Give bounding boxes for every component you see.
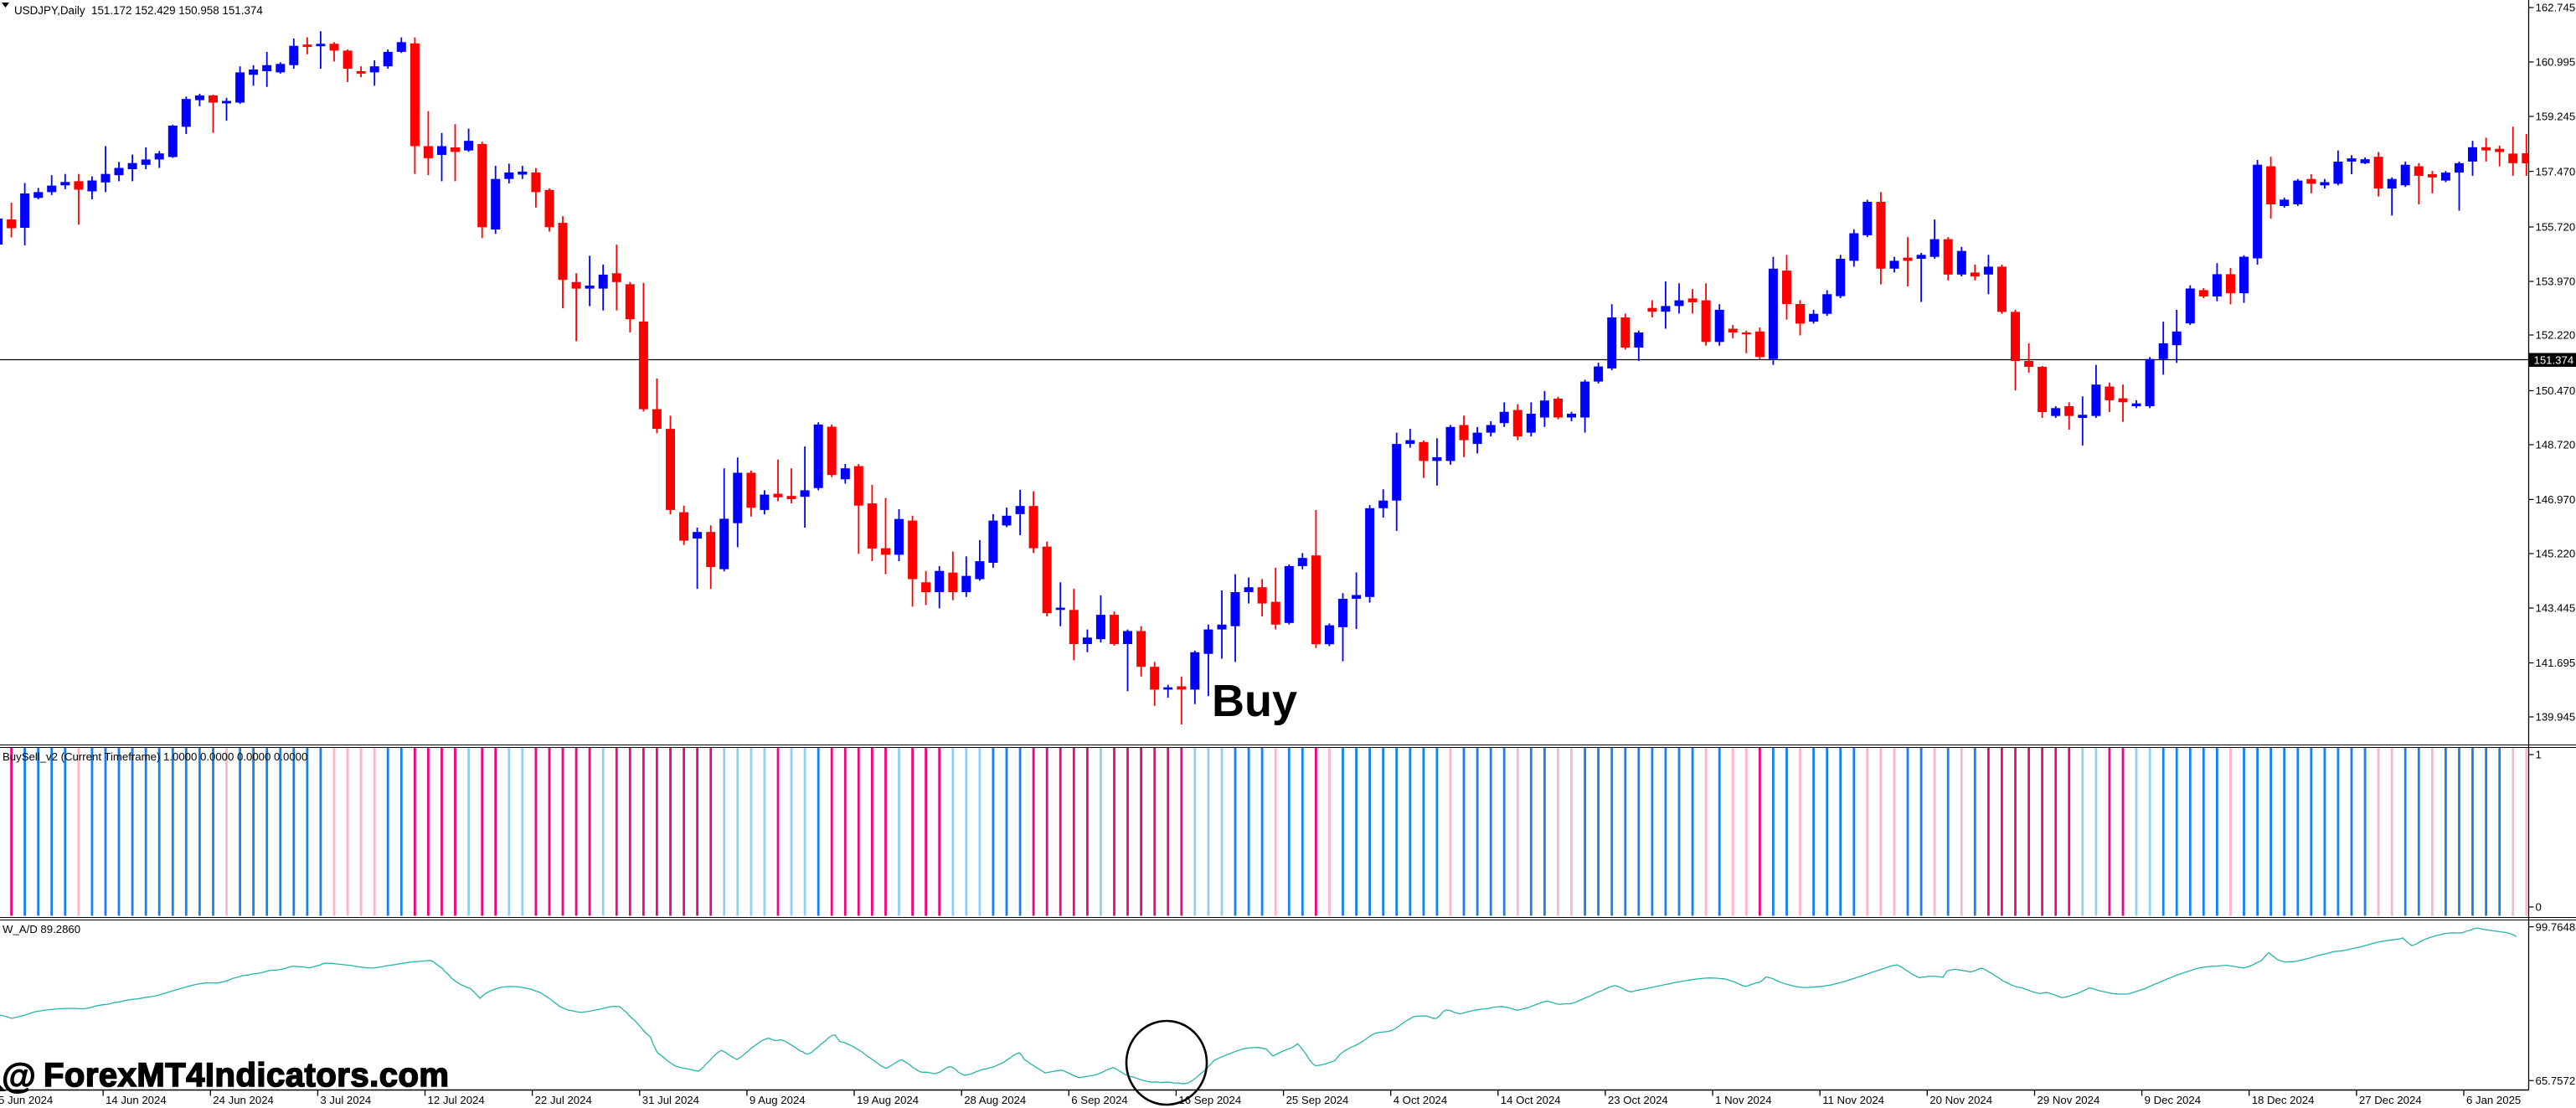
svg-text:19 Aug 2024: 19 Aug 2024 [857,1094,919,1106]
svg-text:143.445: 143.445 [2536,602,2576,615]
svg-text:14 Jun 2024: 14 Jun 2024 [106,1094,167,1106]
svg-text:9 Dec 2024: 9 Dec 2024 [2145,1094,2201,1106]
svg-text:5 Jun 2024: 5 Jun 2024 [0,1094,53,1106]
svg-text:ForexMT4Indicators.com: ForexMT4Indicators.com [44,1057,449,1094]
svg-text:159.245: 159.245 [2536,111,2576,123]
svg-text:162.745: 162.745 [2536,2,2576,14]
svg-text:6 Jan 2025: 6 Jan 2025 [2466,1094,2521,1106]
svg-text:24 Jun 2024: 24 Jun 2024 [213,1094,274,1106]
svg-text:1 Nov 2024: 1 Nov 2024 [1715,1094,1771,1106]
svg-text:146.970: 146.970 [2536,493,2576,506]
svg-text:11 Nov 2024: 11 Nov 2024 [1822,1094,1884,1106]
svg-text:150.470: 150.470 [2536,384,2576,397]
svg-text:152.220: 152.220 [2536,329,2576,342]
svg-text:20 Nov 2024: 20 Nov 2024 [1929,1094,1992,1106]
svg-text:12 Jul 2024: 12 Jul 2024 [428,1094,485,1106]
svg-text:29 Nov 2024: 29 Nov 2024 [2038,1094,2100,1106]
svg-text:25 Sep 2024: 25 Sep 2024 [1286,1094,1349,1106]
svg-text:Buy: Buy [1212,676,1297,726]
svg-text:BuySell_v2 (Current Timeframe): BuySell_v2 (Current Timeframe) 1.0000 0.… [3,750,307,763]
svg-text:USDJPY,Daily 151.172 152.429: USDJPY,Daily 151.172 152.429 150.958 151… [14,4,263,17]
svg-text:151.374: 151.374 [2534,353,2574,366]
svg-text:4 Oct 2024: 4 Oct 2024 [1394,1094,1448,1106]
svg-text:28 Aug 2024: 28 Aug 2024 [964,1094,1026,1106]
svg-text:W_A/D 89.2860: W_A/D 89.2860 [3,923,80,935]
svg-text:23 Oct 2024: 23 Oct 2024 [1608,1094,1668,1106]
svg-text:3 Jul 2024: 3 Jul 2024 [320,1094,371,1106]
svg-text:155.720: 155.720 [2536,221,2576,234]
svg-text:16 Sep 2024: 16 Sep 2024 [1178,1094,1241,1106]
svg-text:@: @ [2,1056,36,1095]
svg-text:157.470: 157.470 [2536,165,2576,178]
svg-text:22 Jul 2024: 22 Jul 2024 [535,1094,592,1106]
svg-text:31 Jul 2024: 31 Jul 2024 [642,1094,699,1106]
svg-text:148.720: 148.720 [2536,439,2576,451]
svg-text:1: 1 [2536,749,2542,761]
svg-text:27 Dec 2024: 27 Dec 2024 [2359,1094,2422,1106]
svg-text:6 Sep 2024: 6 Sep 2024 [1071,1094,1127,1106]
svg-text:145.220: 145.220 [2536,548,2576,560]
svg-text:160.995: 160.995 [2536,56,2576,69]
svg-text:14 Oct 2024: 14 Oct 2024 [1501,1094,1561,1106]
svg-text:18 Dec 2024: 18 Dec 2024 [2252,1094,2315,1106]
svg-text:139.945: 139.945 [2536,711,2576,724]
svg-text:9 Aug 2024: 9 Aug 2024 [750,1094,806,1106]
svg-text:153.970: 153.970 [2536,276,2576,288]
svg-text:141.695: 141.695 [2536,657,2576,669]
svg-text:99.7648: 99.7648 [2536,920,2576,933]
svg-text:65.7572: 65.7572 [2536,1075,2576,1087]
svg-text:0: 0 [2536,901,2542,914]
